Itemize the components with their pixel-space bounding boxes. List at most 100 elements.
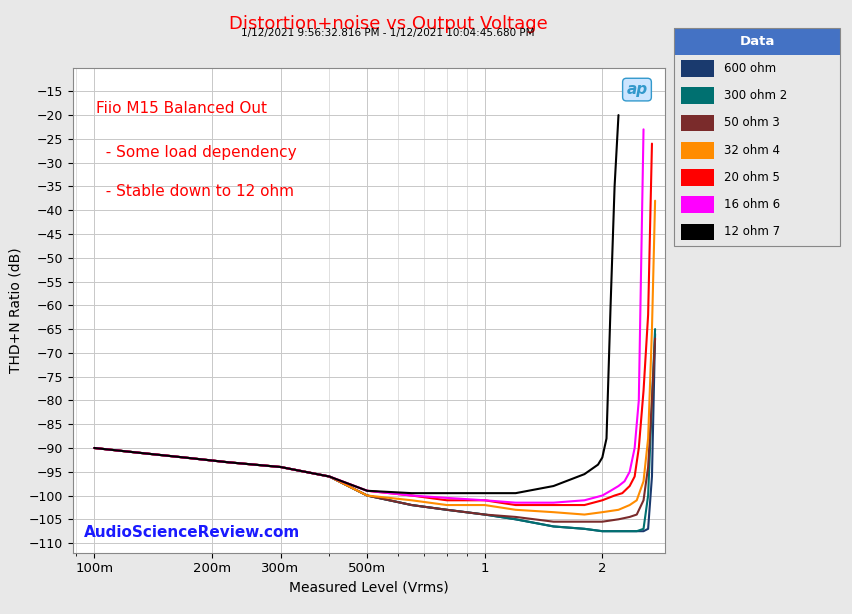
50 ohm 3 <box>510 513 521 521</box>
300 ohm 2 <box>89 445 99 452</box>
32 ohm 4 <box>406 497 417 504</box>
600 ohm <box>548 523 558 530</box>
16 ohm 6 <box>406 492 417 499</box>
300 ohm 2 <box>479 511 489 518</box>
600 ohm <box>361 492 371 499</box>
Bar <box>680 142 713 158</box>
20 ohm 5 <box>222 459 233 466</box>
50 ohm 3 <box>642 464 653 471</box>
300 ohm 2 <box>222 459 233 466</box>
300 ohm 2 <box>441 506 452 513</box>
Text: 32 ohm 4: 32 ohm 4 <box>722 144 779 157</box>
50 ohm 3 <box>479 511 489 518</box>
32 ohm 4 <box>637 478 648 485</box>
Line: 50 ohm 3: 50 ohm 3 <box>94 338 654 522</box>
Line: 20 ohm 5: 20 ohm 5 <box>94 144 651 505</box>
50 ohm 3 <box>624 513 634 521</box>
50 ohm 3 <box>637 497 648 504</box>
32 ohm 4 <box>624 502 634 509</box>
20 ohm 5 <box>579 502 589 509</box>
Line: 32 ohm 4: 32 ohm 4 <box>94 201 654 515</box>
300 ohm 2 <box>637 525 648 532</box>
Bar <box>673 28 839 55</box>
20 ohm 5 <box>646 140 656 147</box>
Text: 50 ohm 3: 50 ohm 3 <box>722 117 779 130</box>
300 ohm 2 <box>406 502 417 509</box>
600 ohm <box>624 527 634 535</box>
20 ohm 5 <box>617 489 627 497</box>
20 ohm 5 <box>89 445 99 452</box>
Bar <box>680 87 713 104</box>
300 ohm 2 <box>613 527 623 535</box>
20 ohm 5 <box>637 387 648 395</box>
20 ohm 5 <box>624 483 634 490</box>
300 ohm 2 <box>548 523 558 530</box>
300 ohm 2 <box>324 473 334 480</box>
50 ohm 3 <box>596 518 607 526</box>
50 ohm 3 <box>441 506 452 513</box>
16 ohm 6 <box>624 468 634 475</box>
12 ohm 7 <box>134 449 144 456</box>
32 ohm 4 <box>630 497 641 504</box>
12 ohm 7 <box>592 461 602 468</box>
20 ohm 5 <box>275 464 285 471</box>
Text: AudioScienceReview.com: AudioScienceReview.com <box>84 526 300 540</box>
12 ohm 7 <box>479 489 489 497</box>
Text: Distortion+noise vs Output Voltage: Distortion+noise vs Output Voltage <box>228 15 547 33</box>
32 ohm 4 <box>179 454 189 461</box>
50 ohm 3 <box>179 454 189 461</box>
16 ohm 6 <box>222 459 233 466</box>
16 ohm 6 <box>637 126 648 133</box>
300 ohm 2 <box>579 525 589 532</box>
50 ohm 3 <box>548 518 558 526</box>
300 ohm 2 <box>275 464 285 471</box>
12 ohm 7 <box>601 435 611 442</box>
300 ohm 2 <box>649 325 659 333</box>
20 ohm 5 <box>179 454 189 461</box>
50 ohm 3 <box>649 335 659 342</box>
12 ohm 7 <box>548 483 558 490</box>
300 ohm 2 <box>134 449 144 456</box>
Text: 600 ohm: 600 ohm <box>722 62 775 75</box>
16 ohm 6 <box>510 499 521 507</box>
12 ohm 7 <box>361 487 371 494</box>
300 ohm 2 <box>646 397 656 404</box>
20 ohm 5 <box>548 502 558 509</box>
16 ohm 6 <box>134 449 144 456</box>
Text: - Stable down to 12 ohm: - Stable down to 12 ohm <box>96 184 294 199</box>
32 ohm 4 <box>275 464 285 471</box>
16 ohm 6 <box>633 397 643 404</box>
16 ohm 6 <box>629 445 639 452</box>
20 ohm 5 <box>479 497 489 504</box>
16 ohm 6 <box>361 487 371 494</box>
16 ohm 6 <box>579 497 589 504</box>
32 ohm 4 <box>579 511 589 518</box>
50 ohm 3 <box>613 516 623 523</box>
20 ohm 5 <box>324 473 334 480</box>
Bar <box>680 169 713 186</box>
Bar <box>680 115 713 131</box>
12 ohm 7 <box>275 464 285 471</box>
32 ohm 4 <box>613 506 623 513</box>
12 ohm 7 <box>89 445 99 452</box>
32 ohm 4 <box>361 492 371 499</box>
20 ohm 5 <box>441 497 452 504</box>
20 ohm 5 <box>406 492 417 499</box>
Text: 12 ohm 7: 12 ohm 7 <box>722 225 779 238</box>
Line: 600 ohm: 600 ohm <box>94 334 654 531</box>
16 ohm 6 <box>324 473 334 480</box>
600 ohm <box>613 527 623 535</box>
Text: 20 ohm 5: 20 ohm 5 <box>722 171 779 184</box>
600 ohm <box>642 525 653 532</box>
600 ohm <box>324 473 334 480</box>
300 ohm 2 <box>361 492 371 499</box>
16 ohm 6 <box>605 487 615 494</box>
600 ohm <box>637 527 648 535</box>
600 ohm <box>579 525 589 532</box>
600 ohm <box>89 445 99 452</box>
12 ohm 7 <box>608 183 619 190</box>
50 ohm 3 <box>222 459 233 466</box>
12 ohm 7 <box>324 473 334 480</box>
Text: 300 ohm 2: 300 ohm 2 <box>722 89 786 103</box>
32 ohm 4 <box>596 508 607 516</box>
